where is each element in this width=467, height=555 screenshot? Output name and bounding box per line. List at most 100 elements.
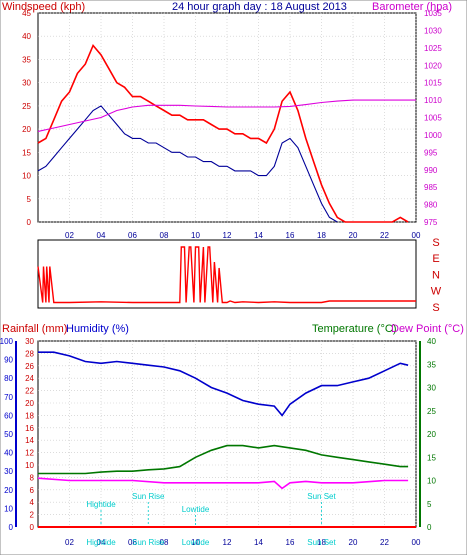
wind-hour-tick: 12 [223,231,232,240]
humidity-tick: 80 [4,374,13,383]
humidity-tick: 90 [4,356,13,365]
barometer-line [37,99,416,132]
climate-hour-tick: 10 [191,538,200,547]
annotation-axis-label: Hightide [86,538,116,547]
rainfall-tick: 14 [25,436,34,445]
barometer-tick: 980 [424,201,438,210]
barometer-tick: 1035 [424,9,442,18]
wind-panel: Windspeed (kph) 24 hour graph day : 18 A… [2,1,452,240]
direction-label: W [431,286,442,298]
wind-hour-tick: 06 [128,231,137,240]
humidity-tick: 20 [4,486,13,495]
temperature-tick: 5 [427,500,432,509]
wind-hour-tick: 16 [286,231,295,240]
temperature-tick-labels: 0 5 10 15 20 25 30 35 40 [427,337,436,532]
climate-hour-tick: 20 [349,538,358,547]
annotation-label: Lowtide [182,505,210,514]
rainfall-tick: 22 [25,387,34,396]
rainfall-tick: 28 [25,349,34,358]
barometer-tick: 1015 [424,79,442,88]
direction-line [37,246,416,304]
annotation-axis-label: Sun Rise [132,538,165,547]
humidity-tick: 40 [4,449,13,458]
climate-hour-tick: 06 [128,538,137,547]
humidity-axis-label: Humidity (%) [66,323,129,335]
temperature-tick: 10 [427,477,436,486]
climate-hour-tick: 00 [412,538,421,547]
rainfall-tick: 30 [25,337,34,346]
wind-hour-tick: 02 [65,231,74,240]
temperature-tick: 15 [427,453,436,462]
annotation-axis-label: Lowtide [182,538,210,547]
rainfall-tick: 20 [25,399,34,408]
humidity-tick: 0 [9,523,14,532]
climate-hour-tick-labels: 02 04 06 08 10 12 14 16 18 20 22 00 [65,538,421,547]
barometer-tick: 1010 [424,96,442,105]
climate-hour-tick: 16 [286,538,295,547]
windspeed-tick: 40 [22,32,31,41]
rainfall-tick: 6 [30,486,35,495]
rainfall-tick: 10 [25,461,34,470]
wind-hour-tick-labels: 02 04 06 08 10 12 14 16 18 20 22 00 [65,231,421,240]
humidity-tick: 50 [4,430,13,439]
climate-hour-tick: 02 [65,538,74,547]
temperature-tick: 25 [427,407,436,416]
wind-hour-tick: 10 [191,231,200,240]
barometer-tick: 990 [424,166,438,175]
climate-panel: Rainfall (mm) Humidity (%) Temperature (… [0,323,464,547]
windspeed-tick: 0 [27,218,32,227]
chart-title: 24 hour graph day : 18 August 2013 [172,1,347,13]
rainfall-tick: 26 [25,362,34,371]
humidity-tick-labels: 0 10 20 30 40 50 60 70 80 90 100 [0,337,14,532]
wind-hour-tick: 20 [349,231,358,240]
barometer-tick: 1005 [424,114,442,123]
barometer-tick: 985 [424,183,438,192]
humidity-tick: 10 [4,504,13,513]
humidity-tick: 30 [4,467,13,476]
humidity-line [38,351,409,417]
annotation-label: Hightide [86,500,116,509]
rainfall-tick: 0 [30,523,35,532]
average-line [37,105,338,223]
barometer-tick: 1020 [424,61,442,70]
barometer-axis-label: Barometer (hpa) [372,1,452,13]
gust-line [37,43,409,223]
rainfall-tick: 24 [25,374,34,383]
climate-hour-tick: 18 [317,538,326,547]
barometer-tick: 1000 [424,131,442,140]
rainfall-axis-label: Rainfall (mm) [2,323,67,335]
barometer-tick-labels: 975 980 985 990 995 1000 1005 1010 1015 1020 1025 1… [424,9,442,227]
direction-plot-frame [37,239,417,309]
humidity-tick: 100 [0,337,14,346]
direction-label: S [432,237,439,249]
annotation-label: Sun Rise [132,492,165,501]
wind-hour-tick: 08 [160,231,169,240]
annotation-axis-label: Sun Set [307,538,336,547]
windspeed-tick: 20 [22,125,31,134]
barometer-tick: 1025 [424,44,442,53]
direction-label: N [432,269,440,281]
tide-sun-annotations: Hightide Hightide Sun Rise Sun Rise Lowtide L… [86,492,336,547]
windspeed-tick: 30 [22,79,31,88]
windspeed-axis-label: Windspeed (kph) [2,1,85,13]
rainfall-tick: 8 [30,473,35,482]
climate-hour-tick: 08 [160,538,169,547]
windspeed-tick-labels: 0 5 10 15 20 25 30 35 40 45 [22,9,31,227]
temperature-axis-label: Temperature (°C) [312,323,396,335]
climate-hour-tick: 12 [223,538,232,547]
wind-hour-tick: 00 [412,231,421,240]
humidity-tick: 60 [4,411,13,420]
temperature-tick: 40 [427,337,436,346]
windspeed-tick: 10 [22,172,31,181]
barometer-tick: 995 [424,148,438,157]
climate-hour-tick: 14 [254,538,263,547]
windspeed-tick: 35 [22,55,31,64]
rainfall-tick: 4 [30,498,35,507]
temperature-line [38,444,409,475]
rainfall-tick: 12 [25,449,34,458]
temperature-tick: 0 [427,523,432,532]
